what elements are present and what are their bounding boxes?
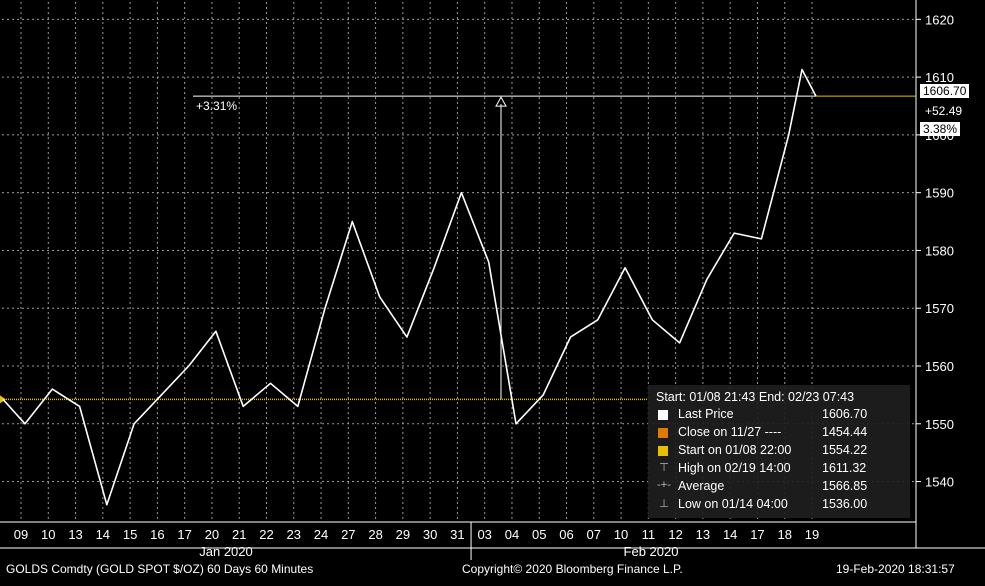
x-tick-label: 31 [450,527,464,542]
x-tick-label: 05 [532,527,546,542]
legend-header: Start: 01/08 21:43 End: 02/23 07:43 [656,390,855,404]
x-tick-label: 04 [505,527,519,542]
start-price-marker [0,395,6,404]
legend-label: Close on 11/27 ---- [678,425,782,439]
low-marker-icon: ⊥ [659,498,669,510]
x-tick-label: 09 [14,527,28,542]
legend-label: High on 02/19 14:00 [678,461,791,475]
legend-value: 1536.00 [822,497,868,511]
change-arrow-head [495,96,507,107]
footer-copyright: Copyright© 2020 Bloomberg Finance L.P. [462,562,683,576]
legend-value: 1554.22 [822,443,868,457]
legend-value: 1611.32 [822,461,867,475]
x-axis-ticks: 09 10 13 14 15 16 17 20 21 22 23 24 27 28 29 30 31 03 04 05… [14,522,819,560]
grid-lines [0,0,985,549]
legend-row-close: Close on 11/27 ---- 1454.44 [656,425,906,442]
x-tick-label: 03 [477,527,491,542]
y-tick-label: 1590 [925,186,954,201]
x-tick-label: 18 [777,527,791,542]
x-tick-label: 13 [68,527,82,542]
y-tick-label: 1570 [925,301,954,316]
x-tick-label: 06 [559,527,573,542]
legend-row-average: -+- Average 1566.85 [656,479,906,496]
legend-row-low: ⊥ Low on 01/14 04:00 1536.00 [656,497,906,514]
legend-value: 1566.85 [822,479,868,493]
y-tick-label: 1550 [925,417,954,432]
last-price-tag: 1606.70 [920,84,970,98]
x-tick-label: 28 [368,527,382,542]
x-tick-label: 21 [232,527,246,542]
legend-label: Low on 01/14 04:00 [678,497,788,511]
price-series [2,68,817,506]
x-tick-label: 10 [41,527,55,542]
chart-legend: Start: 01/08 21:43 End: 02/23 07:43 Last… [648,385,910,518]
legend-label: Start on 01/08 22:00 [678,443,792,457]
x-tick-label: 23 [287,527,301,542]
y-tick-label: 1610 [925,70,954,85]
x-tick-label: 30 [423,527,437,542]
x-tick-label: 17 [177,527,191,542]
last-price-line-series [2,68,817,506]
y-tick-label: 1620 [925,12,954,27]
last-price-swatch [658,410,668,420]
x-tick-label: 17 [750,527,764,542]
y-tick-label: 1560 [925,359,954,374]
legend-row-high: ⊤ High on 02/19 14:00 1611.32 [656,461,906,478]
legend-row-start: Start on 01/08 22:00 1554.22 [656,443,906,460]
footer-timestamp: 19-Feb-2020 18:31:57 [836,562,955,576]
reference-lines [0,95,916,404]
average-marker-icon: -+- [657,479,671,491]
x-tick-label: 10 [614,527,628,542]
percent-tag: 3.38% [920,122,961,136]
x-tick-label: 14 [96,527,110,542]
x-tick-label: 19 [805,527,819,542]
high-marker-icon: ⊤ [659,462,669,474]
legend-label: Average [678,479,725,493]
x-tick-label: 14 [723,527,737,542]
x-tick-label: 13 [696,527,710,542]
change-tag-value: +52.49 [925,104,963,118]
legend-value: 1606.70 [822,407,868,421]
footer-security: GOLDS Comdty (GOLD SPOT $/OZ) 60 Days 60… [6,562,314,576]
x-month-label: Feb 2020 [624,544,679,559]
x-tick-label: 20 [205,527,219,542]
close-swatch [658,428,668,438]
x-month-label: Jan 2020 [199,544,253,559]
y-axis-ticks: 154015501560157015801590160016101620 [916,12,954,490]
x-tick-label: 07 [587,527,601,542]
x-tick-label: 11 [642,527,656,542]
x-tick-label: 24 [314,527,328,542]
x-tick-label: 16 [150,527,164,542]
x-tick-label: 22 [259,527,273,542]
last-price-tag-value: 1606.70 [923,84,967,98]
legend-row-last-price: Last Price 1606.70 [656,407,906,424]
y-tick-label: 1580 [925,243,954,258]
legend-value: 1454.44 [822,425,868,439]
x-tick-label: 29 [396,527,410,542]
legend-label: Last Price [678,407,734,421]
x-tick-label: 12 [668,527,682,542]
change-tag: +52.49 [925,104,962,118]
x-tick-label: 15 [123,527,137,542]
x-tick-label: 27 [341,527,355,542]
percent-tag-value: 3.38% [923,122,958,136]
change-annotation: +3.31% [196,99,237,113]
start-swatch [658,446,668,456]
y-tick-label: 1540 [925,475,954,490]
